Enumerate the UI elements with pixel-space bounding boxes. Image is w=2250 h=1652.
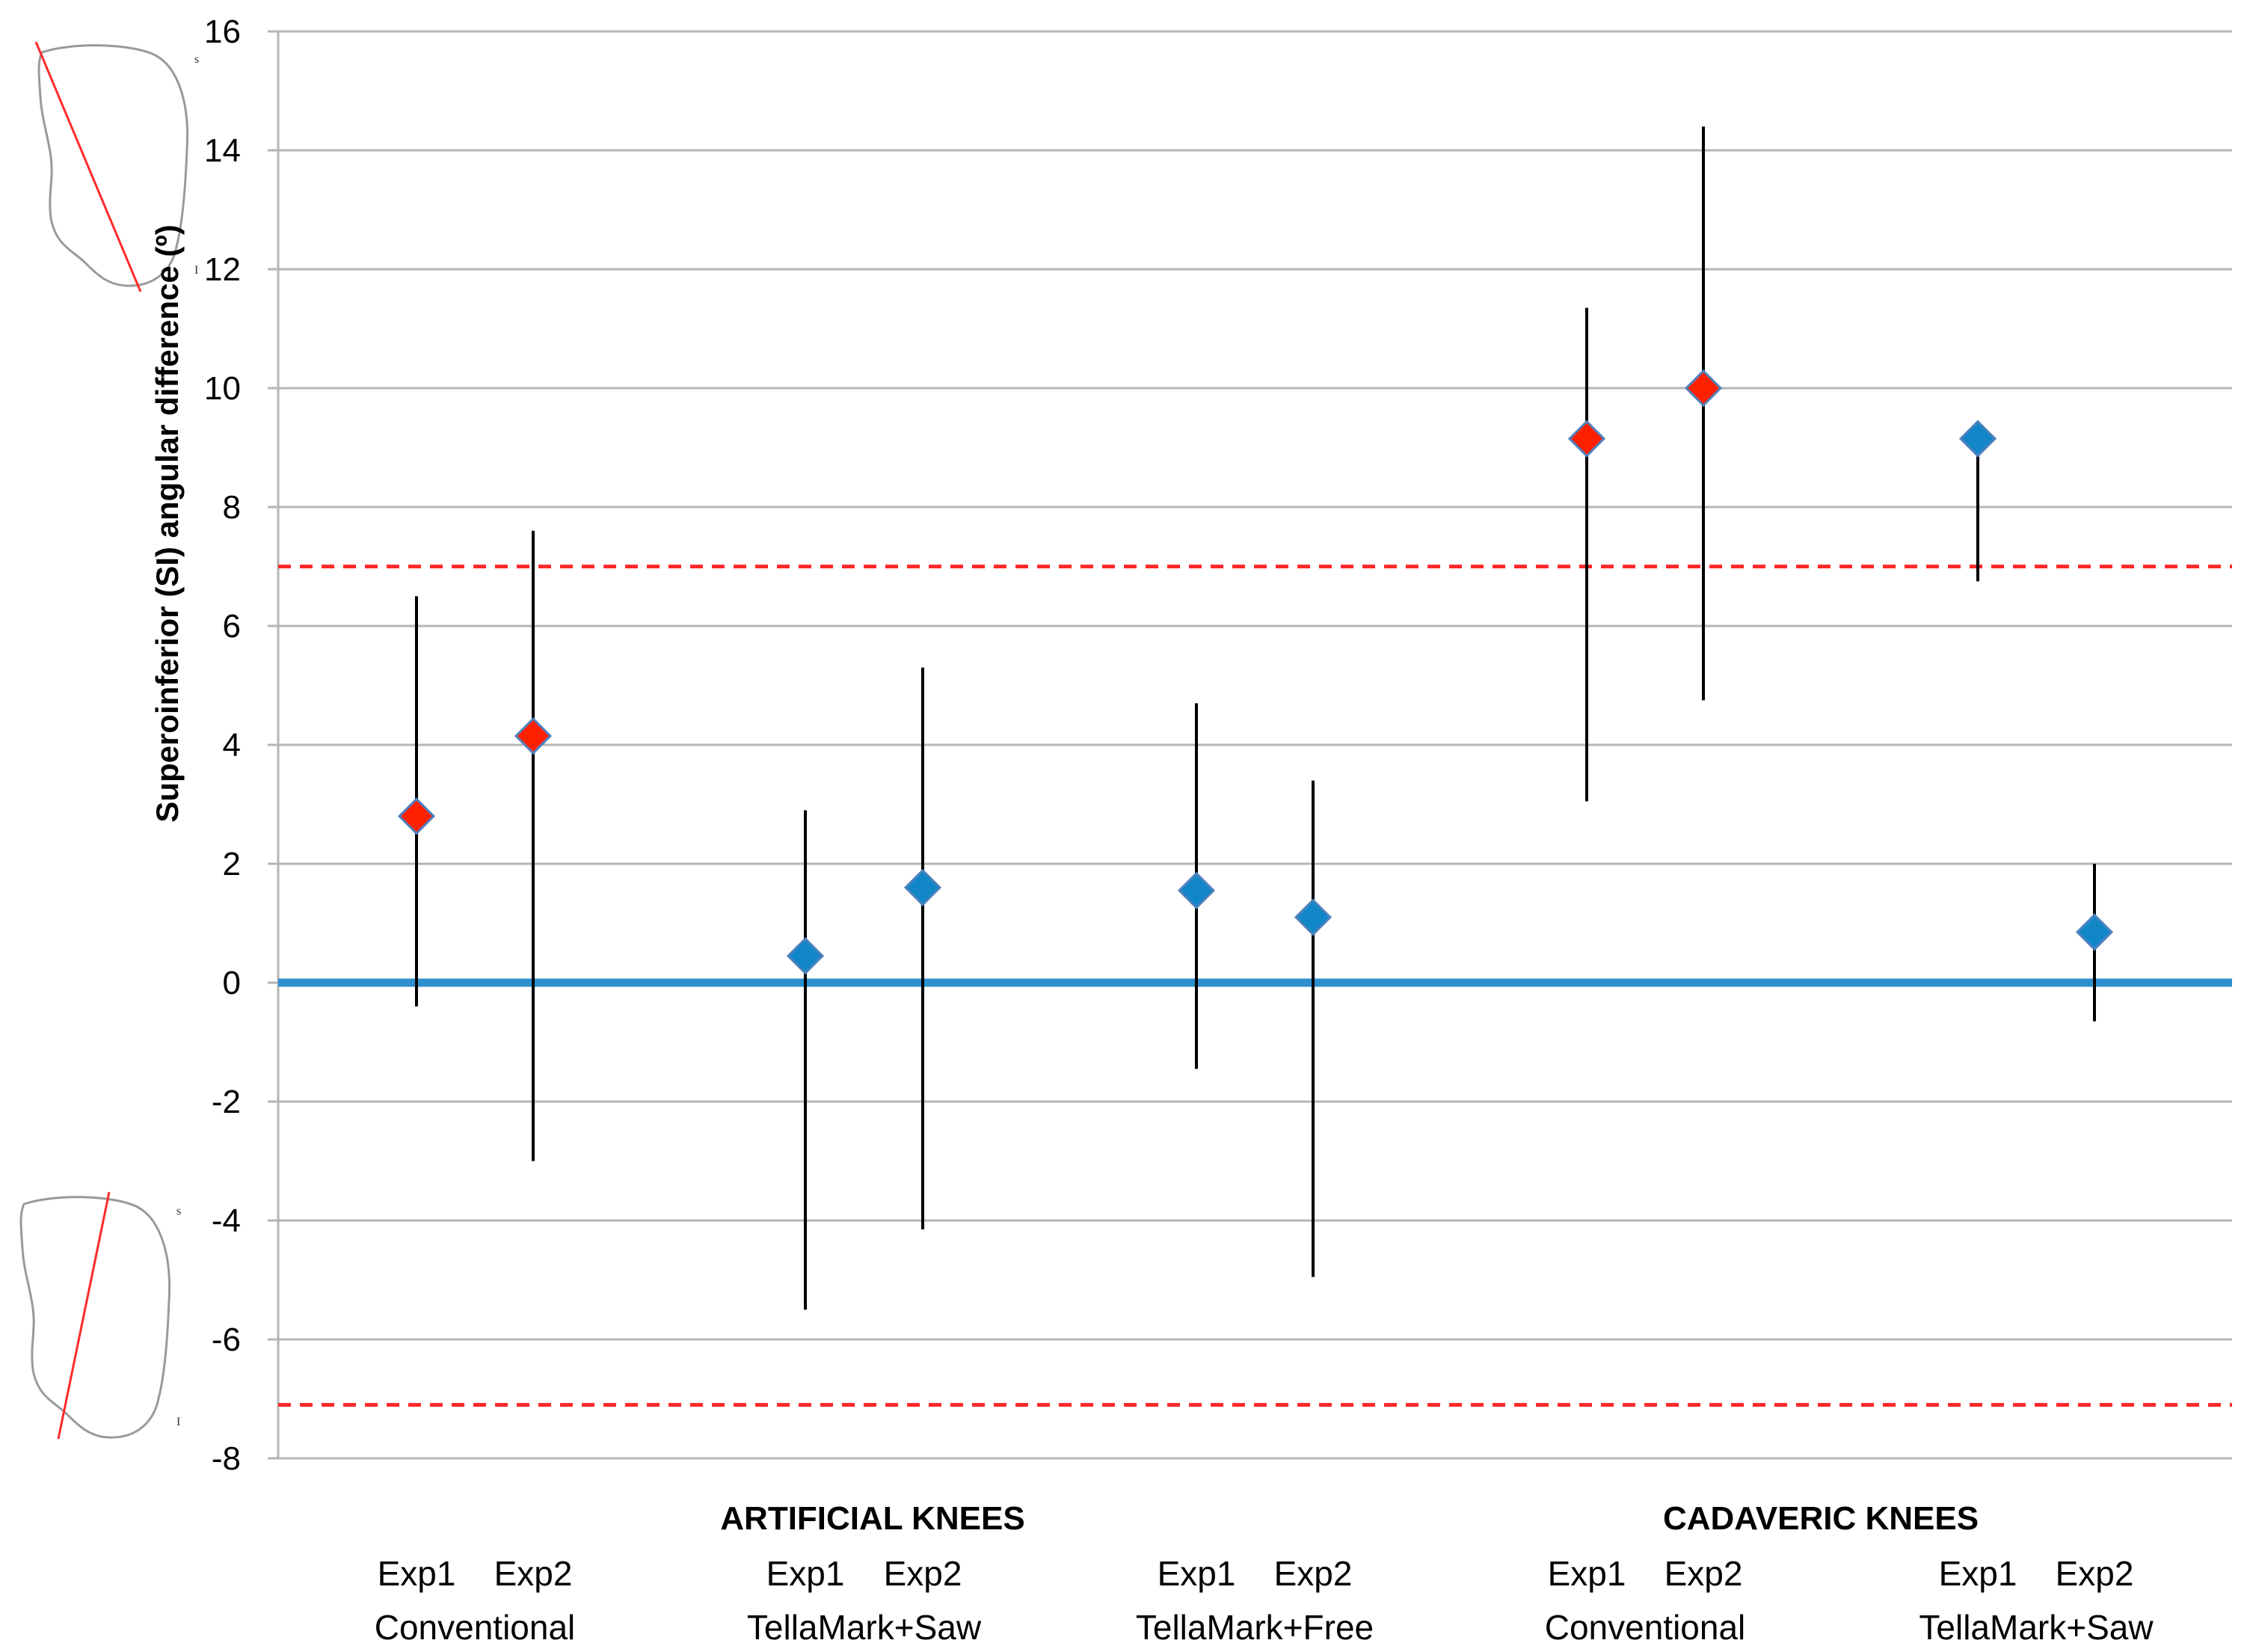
inferior-letter: I xyxy=(176,1416,180,1428)
patella-outline xyxy=(19,1196,171,1439)
reference-lines xyxy=(278,565,2232,1407)
exp-label: Exp1 xyxy=(766,1554,845,1593)
y-tick-label: 0 xyxy=(223,965,241,1001)
error-bars xyxy=(415,126,2096,1310)
y-tick-label: 8 xyxy=(223,489,241,526)
cut-line xyxy=(34,41,142,292)
y-axis-title: Superoinferior (SI) angular difference (… xyxy=(150,224,185,822)
data-point-marker xyxy=(514,716,553,755)
patella-tilt-top-icon: sI xyxy=(34,41,199,292)
method-label: TellaMark+Saw xyxy=(747,1608,982,1647)
y-tick-label: -4 xyxy=(212,1203,241,1239)
exp-label: Exp2 xyxy=(494,1554,573,1593)
y-tick-label: -2 xyxy=(212,1084,241,1120)
y-tick-label: 2 xyxy=(223,846,241,882)
y-tick-label: -8 xyxy=(212,1440,241,1477)
data-point-marker xyxy=(1958,420,1997,458)
gridlines xyxy=(278,30,2232,1460)
y-tick-label: 12 xyxy=(204,251,241,288)
y-tick-label: 16 xyxy=(204,13,241,50)
inferior-letter: I xyxy=(194,264,198,277)
superior-letter: s xyxy=(194,53,199,66)
y-tick-label: 6 xyxy=(223,608,241,645)
y-tick-label: 14 xyxy=(204,132,241,169)
patella-outline xyxy=(37,44,189,287)
data-points xyxy=(397,369,2114,975)
exp-label: Exp2 xyxy=(1665,1554,1743,1593)
data-point-marker xyxy=(1567,420,1606,458)
superior-letter: s xyxy=(176,1205,181,1217)
data-point-marker xyxy=(397,797,436,835)
y-tick-labels: -8 -6 -4 -2 0 2 4 6 8 10 12 14 16 xyxy=(204,13,241,1477)
method-label: Conventional xyxy=(1545,1608,1746,1647)
data-point-marker xyxy=(2075,913,2114,951)
data-point-marker xyxy=(1684,369,1723,408)
group-title: CADAVERIC KNEES xyxy=(1663,1500,1979,1537)
patella-tilt-bottom-icon: sI xyxy=(19,1191,181,1440)
exp-label: Exp2 xyxy=(1274,1554,1353,1593)
group-title: ARTIFICIAL KNEES xyxy=(720,1500,1024,1537)
axes xyxy=(268,30,280,1460)
x-category-labels: Exp1 Exp2 Exp1 Exp2 Exp1 Exp2 Exp1 Exp2 Exp1 Exp2… xyxy=(375,1500,2154,1647)
cut-line xyxy=(57,1191,111,1440)
data-point-marker xyxy=(903,868,942,906)
y-tick-label: 10 xyxy=(204,370,241,407)
exp-label: Exp1 xyxy=(378,1554,456,1593)
data-point-marker xyxy=(786,937,825,975)
exp-label: Exp1 xyxy=(1548,1554,1626,1593)
method-label: TellaMark+Saw xyxy=(1919,1608,2154,1647)
exp-label: Exp1 xyxy=(1939,1554,2017,1593)
method-label: TellaMark+Free xyxy=(1136,1608,1374,1647)
exp-label: Exp2 xyxy=(884,1554,962,1593)
data-point-marker xyxy=(1294,898,1333,936)
exp-label: Exp2 xyxy=(2056,1554,2134,1593)
method-label: Conventional xyxy=(375,1608,576,1647)
exp-label: Exp1 xyxy=(1158,1554,1236,1593)
data-point-marker xyxy=(1177,871,1216,909)
y-tick-label: 4 xyxy=(223,727,241,764)
y-tick-label: -6 xyxy=(212,1321,241,1358)
